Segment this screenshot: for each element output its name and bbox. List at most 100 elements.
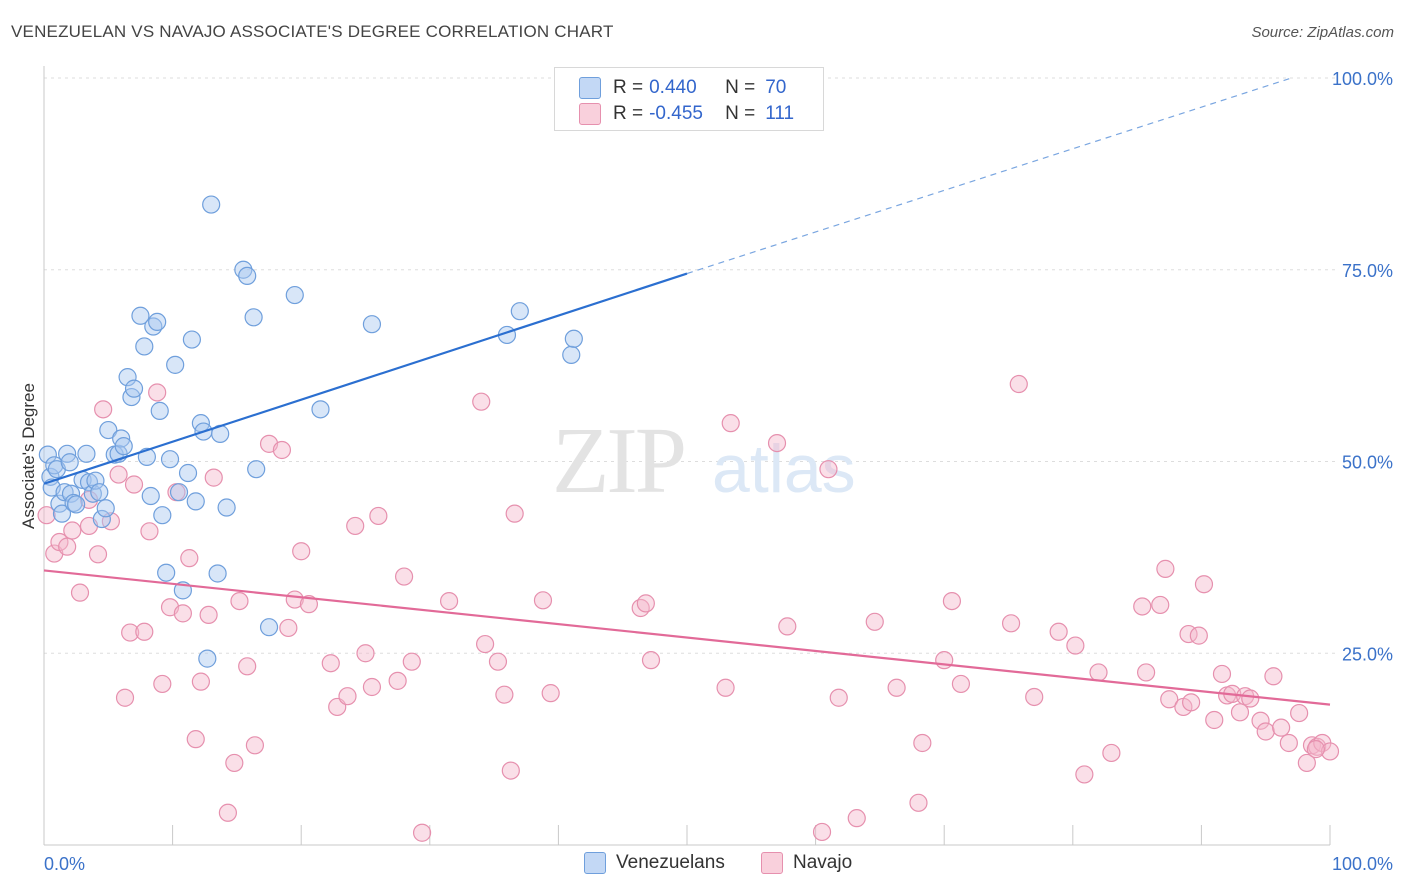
series-legend: Venezuelans Navajo [0, 852, 1406, 876]
navajo-point [439, 591, 459, 611]
navajo-point [238, 657, 257, 676]
navajo-point [1102, 743, 1121, 763]
navajo-point [199, 605, 218, 625]
navajo-point [153, 674, 172, 694]
legend-r-label: R = [613, 103, 644, 124]
legend-swatch-blue [584, 852, 606, 874]
venezuelan-point [77, 444, 96, 463]
navajo-point [109, 465, 128, 484]
venezuelan-point [208, 564, 227, 583]
venezuelan-point [178, 463, 198, 483]
navajo-point [70, 583, 90, 602]
navajo-point [1205, 710, 1224, 730]
navajo-point [299, 595, 319, 614]
navajo-point [812, 822, 832, 842]
y-tick-label: 100.0% [1332, 69, 1393, 89]
navajo-point [186, 730, 205, 749]
venezuelan-point [118, 368, 137, 387]
navajo-point [124, 475, 144, 494]
venezuelan-points [38, 195, 583, 668]
navajo-point [1230, 703, 1250, 722]
navajo-point [88, 545, 108, 564]
legend-r-value: 0.440 [649, 77, 697, 98]
legend-swatch-blue [579, 77, 601, 99]
navajo-trend-line [43, 569, 1331, 706]
legend-swatch-pink [579, 103, 601, 125]
venezuelan-point [153, 506, 172, 525]
venezuelan-point [99, 420, 118, 440]
navajo-point [230, 591, 249, 611]
navajo-point [412, 823, 432, 842]
venezuelan-trend-extension [686, 77, 1292, 275]
navajo-point [37, 506, 56, 525]
navajo-point [488, 652, 508, 671]
source-label: Source: ZipAtlas.com [1251, 24, 1394, 41]
navajo-point [356, 644, 375, 663]
navajo-point [245, 736, 265, 755]
venezuelan-point [124, 379, 144, 398]
navajo-point [951, 674, 971, 694]
navajo-point [218, 803, 237, 822]
legend-n-label: N = [725, 77, 756, 98]
venezuelan-point [259, 618, 279, 637]
legend-r-value: -0.455 [649, 103, 703, 124]
y-tick-label: 25.0% [1342, 644, 1393, 664]
navajo-point [272, 440, 292, 460]
navajo-point [1001, 614, 1021, 633]
legend-r-label: R = [613, 77, 644, 98]
navajo-point [778, 617, 797, 636]
venezuelan-point [150, 401, 169, 420]
navajo-point [1297, 753, 1316, 773]
trend-lines [43, 77, 1331, 706]
navajo-point [1194, 575, 1214, 594]
venezuelan-point [285, 285, 304, 305]
legend-n-value: 70 [765, 77, 787, 98]
legend-label-navajo: Navajo [793, 852, 853, 873]
venezuelan-point [160, 450, 180, 469]
navajo-point [505, 504, 524, 523]
venezuelan-point [166, 355, 185, 374]
venezuelan-point [86, 471, 105, 490]
navajo-point [1133, 597, 1152, 616]
navajo-point [1009, 374, 1028, 394]
venezuelan-point [114, 437, 133, 456]
gridlines [44, 77, 1336, 654]
venezuelan-point [92, 509, 111, 529]
watermark-atlas: atlas [712, 431, 856, 507]
navajo-point [942, 591, 962, 611]
navajo-point [935, 651, 954, 670]
tick-labels: 25.0% 50.0% 75.0% 100.0% 0.0% 100.0% [44, 69, 1393, 874]
legend-item-navajo: Navajo [761, 852, 852, 874]
y-axis-label: Associate's Degree [19, 383, 38, 529]
navajo-point [641, 651, 661, 670]
navajo-point [388, 671, 407, 690]
correlation-legend: R = 0.440 N = 70 R = -0.455 N = 111 [554, 67, 824, 131]
navajo-point [1049, 622, 1068, 641]
x-tick-label: 0.0% [44, 854, 85, 874]
navajo-point [180, 549, 199, 568]
navajo-point [716, 678, 735, 697]
y-tick-label: 50.0% [1342, 453, 1393, 473]
legend-label-venezuelans: Venezuelans [616, 852, 725, 873]
navajo-point [1251, 711, 1270, 730]
venezuelan-point [564, 329, 583, 348]
navajo-point [1279, 733, 1298, 753]
navajo-points [37, 374, 1340, 842]
navajo-point [1025, 687, 1044, 707]
legend-swatch-pink [761, 852, 783, 874]
navajo-point [1264, 667, 1283, 686]
legend-row-navajo: R = -0.455 N = 111 [579, 102, 794, 126]
navajo-point [1290, 703, 1309, 723]
navajo-point [1256, 722, 1275, 741]
venezuelan-point [244, 308, 263, 327]
navajo-point [279, 618, 298, 638]
venezuelan-point [198, 649, 217, 668]
navajo-point [321, 654, 340, 673]
venezuelan-point [202, 195, 221, 214]
venezuelan-point [510, 302, 529, 321]
venezuelan-point [38, 445, 57, 464]
x-tick-label: 100.0% [1332, 854, 1393, 874]
legend-n-label: N = [725, 103, 756, 124]
legend-row-venezuelans: R = 0.440 N = 70 [579, 76, 786, 100]
navajo-point [1160, 690, 1179, 709]
